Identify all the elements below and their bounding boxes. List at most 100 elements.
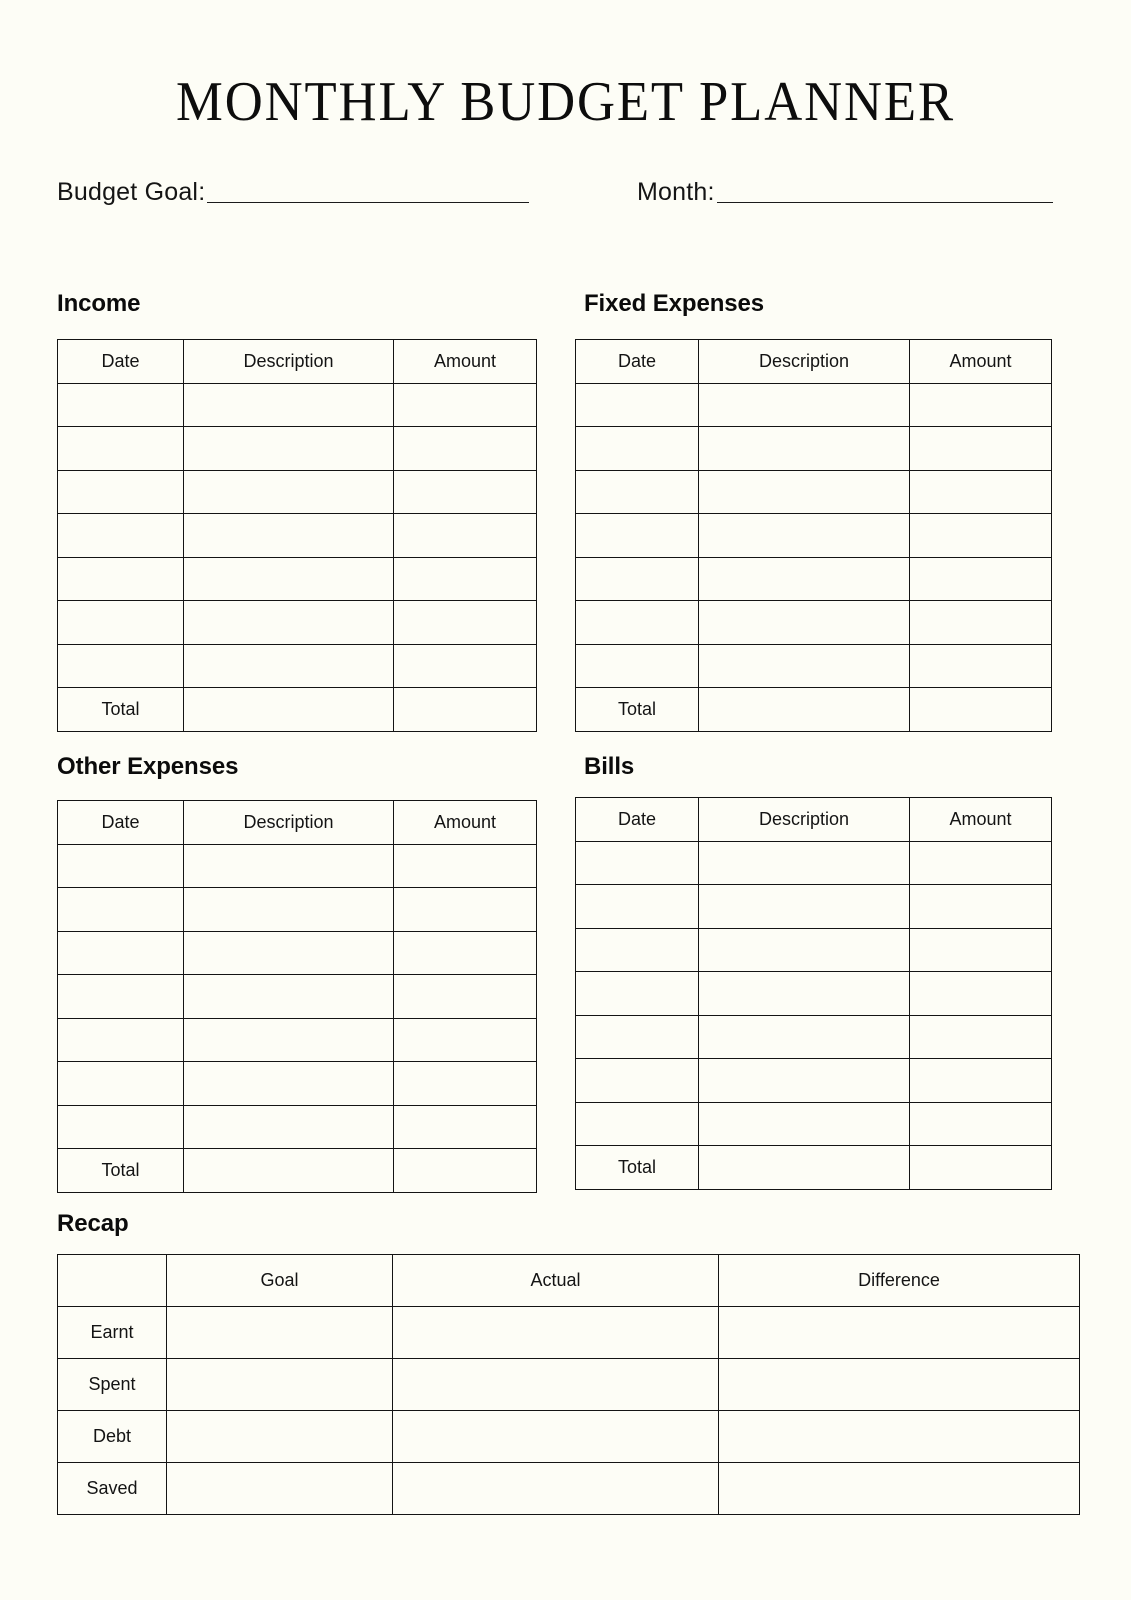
cell-description[interactable] [698,1101,910,1146]
cell-amount[interactable] [393,930,537,975]
cell-date[interactable] [575,426,699,471]
recap-row[interactable]: Saved [57,1462,1080,1515]
table-row[interactable] [57,887,537,932]
cell-amount[interactable] [909,426,1052,471]
bills-table[interactable]: Date Description Amount Total [575,797,1052,1190]
recap-cell-actual[interactable] [392,1306,719,1359]
cell-date[interactable] [57,887,184,932]
table-total-row[interactable]: Total [575,1145,1052,1190]
cell-description[interactable] [698,556,910,601]
cell-amount[interactable] [393,843,537,888]
cell-description[interactable] [183,469,394,514]
cell-date[interactable] [57,600,184,645]
table-row[interactable] [57,513,537,558]
cell-description[interactable] [698,971,910,1016]
cell-amount[interactable] [909,840,1052,885]
recap-cell-goal[interactable] [166,1410,393,1463]
cell-amount[interactable] [393,643,537,688]
cell-date[interactable] [57,643,184,688]
cell-description[interactable] [183,1017,394,1062]
cell-description[interactable] [698,426,910,471]
cell-date[interactable] [575,1014,699,1059]
cell-amount[interactable] [393,1017,537,1062]
table-row[interactable] [575,927,1052,972]
cell-date[interactable] [57,930,184,975]
cell-description[interactable] [698,643,910,688]
recap-row[interactable]: Debt [57,1410,1080,1463]
table-row[interactable] [575,1058,1052,1103]
table-total-row[interactable]: Total [575,687,1052,732]
cell-date[interactable] [575,382,699,427]
cell-amount[interactable] [393,556,537,601]
cell-date[interactable] [57,1104,184,1149]
table-row[interactable] [57,1061,537,1106]
income-table[interactable]: Date Description Amount Total [57,339,537,732]
cell-amount[interactable] [909,469,1052,514]
cell-description[interactable] [183,600,394,645]
cell-date[interactable] [575,840,699,885]
cell-date[interactable] [57,556,184,601]
cell-date[interactable] [57,974,184,1019]
cell-description[interactable] [183,426,394,471]
cell-amount[interactable] [393,426,537,471]
cell-description[interactable] [183,974,394,1019]
cell-amount[interactable] [909,600,1052,645]
cell-date[interactable] [575,556,699,601]
cell-description[interactable] [183,556,394,601]
other-expenses-table[interactable]: Date Description Amount Total [57,800,537,1193]
cell-description[interactable] [698,687,910,732]
table-row[interactable] [57,643,537,688]
cell-description[interactable] [183,1104,394,1149]
table-row[interactable] [575,643,1052,688]
table-row[interactable] [57,426,537,471]
cell-description[interactable] [698,927,910,972]
cell-amount[interactable] [909,556,1052,601]
fixed-expenses-table[interactable]: Date Description Amount Total [575,339,1052,732]
cell-amount[interactable] [909,971,1052,1016]
cell-date[interactable] [575,1101,699,1146]
table-row[interactable] [575,971,1052,1016]
recap-row[interactable]: Earnt [57,1306,1080,1359]
recap-cell-difference[interactable] [718,1306,1080,1359]
cell-date[interactable] [57,469,184,514]
cell-amount[interactable] [393,1104,537,1149]
cell-description[interactable] [183,887,394,932]
table-row[interactable] [57,600,537,645]
month-input-rule[interactable] [716,202,1053,203]
cell-description[interactable] [183,1061,394,1106]
cell-date[interactable] [575,643,699,688]
cell-total-amount[interactable] [393,687,537,732]
cell-date[interactable] [57,382,184,427]
cell-description[interactable] [183,843,394,888]
cell-description[interactable] [183,643,394,688]
cell-date[interactable] [575,971,699,1016]
cell-date[interactable] [575,469,699,514]
cell-description[interactable] [183,930,394,975]
cell-amount[interactable] [393,887,537,932]
cell-date[interactable] [57,1061,184,1106]
cell-date[interactable] [57,1017,184,1062]
cell-amount[interactable] [393,382,537,427]
budget-goal-field[interactable]: Budget Goal: [57,180,530,207]
table-row[interactable] [575,840,1052,885]
table-total-row[interactable]: Total [57,1148,537,1193]
cell-amount[interactable] [909,1014,1052,1059]
cell-amount[interactable] [393,1061,537,1106]
recap-cell-difference[interactable] [718,1358,1080,1411]
table-total-row[interactable]: Total [57,687,537,732]
recap-table[interactable]: Goal Actual Difference Earnt Spent Debt [57,1254,1080,1515]
cell-amount[interactable] [393,600,537,645]
cell-description[interactable] [698,1014,910,1059]
cell-date[interactable] [575,927,699,972]
cell-description[interactable] [698,840,910,885]
table-row[interactable] [57,930,537,975]
cell-amount[interactable] [909,927,1052,972]
cell-date[interactable] [57,426,184,471]
cell-description[interactable] [698,469,910,514]
cell-total-amount[interactable] [909,687,1052,732]
cell-date[interactable] [57,843,184,888]
recap-cell-difference[interactable] [718,1462,1080,1515]
cell-description[interactable] [698,382,910,427]
table-row[interactable] [575,469,1052,514]
table-row[interactable] [57,469,537,514]
